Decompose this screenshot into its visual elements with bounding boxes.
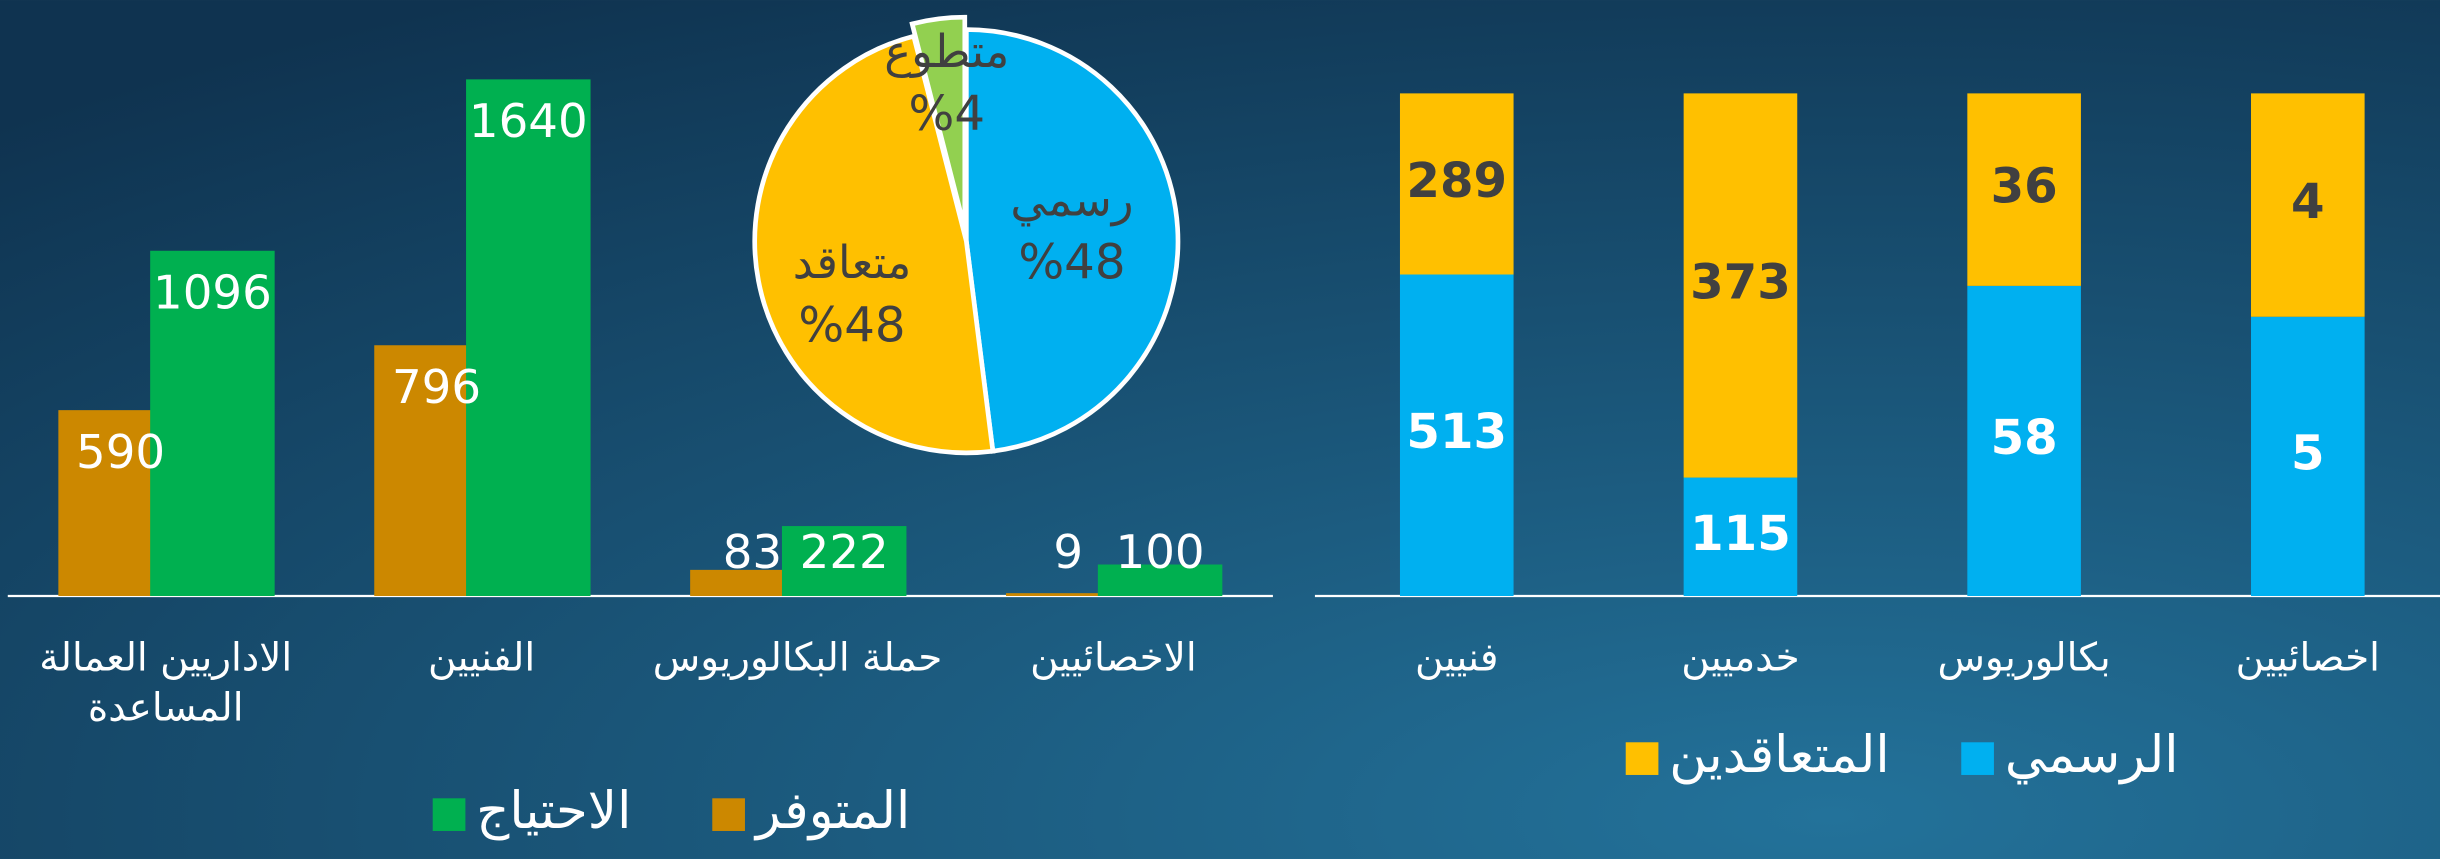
data-label: 100 [1116,526,1205,580]
x-tick-label-box: الفنيين [428,634,536,681]
x-tick-label: اخصائيين [2235,634,2380,681]
x-tick-label: بكالوريوس [1937,634,2111,681]
x-tick-label-box: خدميين [1681,634,1800,681]
x-tick-label: الاداريين العمالة المساعدة [39,634,293,730]
data-label: 5 [2291,425,2325,481]
x-tick-label-box: الاخصائيين [1030,634,1197,681]
bar-segment [1683,477,1798,597]
x-tick-label: حملة البكالوريوس [652,634,943,681]
x-tick-label: فنيين [1415,634,1499,681]
x-tick-label: الاخصائيين [1030,634,1197,681]
legend-swatch [1625,742,1659,775]
slice-label: رسمي [1010,173,1133,226]
slice-label: متطوع [884,25,1009,78]
data-label: 9 [1053,526,1083,580]
x-tick-label: خدميين [1681,634,1800,681]
x-tick-label-box: الاداريين العمالة المساعدة [39,634,293,730]
data-label: 373 [1690,254,1791,310]
data-label: 513 [1406,404,1507,460]
slice-value: %48 [798,297,905,353]
pie-slice [909,14,968,230]
bar-segment [2251,316,2365,597]
x-tick-label: الفنيين [428,634,536,681]
data-label: 36 [1991,159,2058,215]
bar-segment [1967,285,2081,597]
legend-swatch [712,798,745,831]
legend-swatch [432,798,466,831]
pie-slice [964,27,1181,454]
slice-label: متعاقد [793,236,912,289]
data-label: 590 [76,426,165,480]
data-label: 58 [1991,410,2058,466]
bar-segment [1683,93,1798,478]
bar [1097,564,1223,597]
bar-segment [1967,93,2081,286]
data-label: 1640 [469,95,588,149]
legend-label: المتعاقدين [1669,725,1889,785]
pie-slice [752,33,996,456]
bar [466,79,591,597]
data-label: 115 [1690,506,1791,562]
legend-swatch [1961,742,1994,775]
bar-segment [1399,93,1514,275]
data-label: 1096 [153,266,272,320]
x-tick-label-box: فنيين [1415,634,1499,681]
data-label: 796 [392,361,481,415]
bar-segment [2251,93,2365,317]
data-label: 289 [1406,153,1507,209]
bar [150,250,275,597]
slice-value: %4 [909,86,986,142]
legend-label: الرسمي [2005,725,2179,785]
data-label: 222 [800,526,889,580]
data-label: 83 [723,526,782,580]
legend-label: المتوفر [753,781,910,841]
bar-segment [1399,274,1514,597]
legend-label: الاحتياج [476,781,631,841]
slice-value: %48 [1018,235,1125,291]
x-tick-label-box: بكالوريوس [1937,634,2111,681]
bar [781,526,907,597]
data-label: 4 [2291,174,2325,230]
x-tick-label-box: حملة البكالوريوس [652,634,943,681]
x-tick-label-box: اخصائيين [2235,634,2380,681]
bar [1006,593,1131,597]
